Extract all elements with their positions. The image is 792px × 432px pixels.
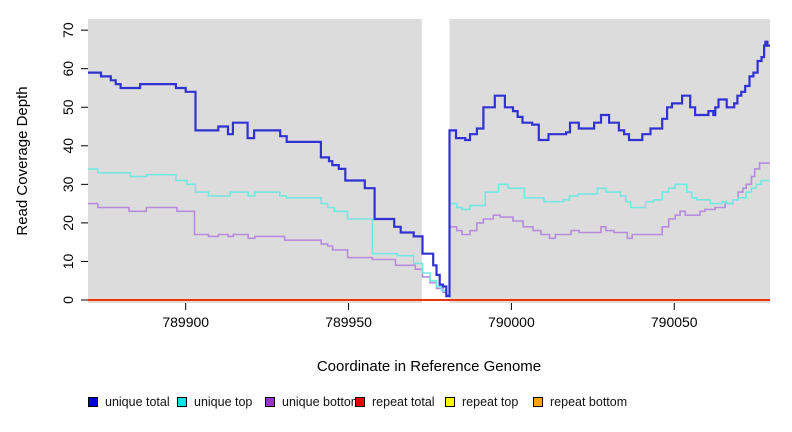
legend-item-repeat-total: repeat total: [355, 394, 435, 410]
y-tick-label: 70: [60, 22, 76, 38]
legend-item-repeat-bottom: repeat bottom: [533, 394, 627, 410]
legend-swatch-repeat-bottom: [533, 397, 543, 407]
legend-item-unique-top: unique top: [177, 394, 252, 410]
y-tick-label: 20: [60, 215, 76, 231]
legend-swatch-unique-total: [88, 397, 98, 407]
y-tick-label: 0: [60, 296, 76, 304]
legend-label: repeat top: [462, 395, 519, 409]
coverage-gap-band: [421, 19, 450, 303]
y-tick-label: 30: [60, 176, 76, 192]
series-line-unique-total: [88, 40, 770, 298]
legend-label: repeat bottom: [550, 395, 628, 409]
legend-item-unique-bottom: unique bottom: [265, 394, 361, 410]
legend-label: unique bottom: [282, 395, 362, 409]
series-line-unique-bottom: [88, 162, 770, 297]
legend-item-unique-total: unique total: [88, 394, 170, 410]
legend: unique total unique top unique bottom repea…: [0, 394, 792, 414]
legend-swatch-repeat-top: [445, 397, 455, 407]
legend-label: unique total: [105, 395, 170, 409]
y-tick-label: 60: [60, 61, 76, 77]
x-tick-label: 789950: [325, 314, 372, 330]
plot-canvas: 0 10 20 30 40 50 60 70 789900 789950 790000 790050: [60, 19, 770, 330]
legend-swatch-unique-bottom: [265, 397, 275, 407]
x-tick-label: 790000: [488, 314, 535, 330]
y-tick-label: 10: [60, 253, 76, 269]
legend-swatch-repeat-total: [355, 397, 365, 407]
y-axis-title: Read Coverage Depth: [14, 86, 31, 236]
x-tick-label: 790050: [651, 314, 698, 330]
y-tick-label: 40: [60, 138, 76, 154]
legend-swatch-unique-top: [177, 397, 187, 407]
x-axis-title: Coordinate in Reference Genome: [316, 358, 542, 375]
legend-label: repeat total: [372, 395, 435, 409]
y-tick-label: 50: [60, 99, 76, 115]
series-line-unique-top: [88, 168, 770, 295]
x-tick-label: 789900: [162, 314, 209, 330]
legend-item-repeat-top: repeat top: [445, 394, 518, 410]
legend-label: unique top: [194, 395, 253, 409]
